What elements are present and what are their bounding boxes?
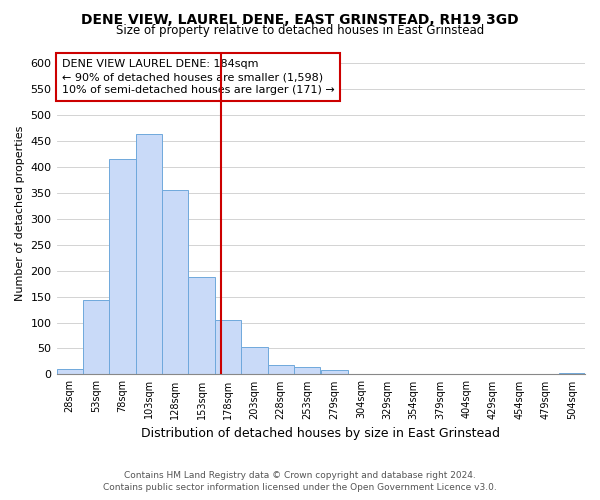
Bar — [56, 369, 83, 374]
Text: Contains HM Land Registry data © Crown copyright and database right 2024.
Contai: Contains HM Land Registry data © Crown c… — [103, 471, 497, 492]
Bar — [559, 373, 585, 374]
Bar — [109, 159, 136, 374]
Bar — [268, 365, 294, 374]
Bar — [162, 190, 188, 374]
Text: Size of property relative to detached houses in East Grinstead: Size of property relative to detached ho… — [116, 24, 484, 37]
Bar — [294, 367, 320, 374]
Bar — [321, 370, 347, 374]
X-axis label: Distribution of detached houses by size in East Grinstead: Distribution of detached houses by size … — [141, 427, 500, 440]
Text: DENE VIEW, LAUREL DENE, EAST GRINSTEAD, RH19 3GD: DENE VIEW, LAUREL DENE, EAST GRINSTEAD, … — [81, 12, 519, 26]
Bar — [215, 320, 241, 374]
Bar — [241, 347, 268, 374]
Bar — [188, 277, 215, 374]
Y-axis label: Number of detached properties: Number of detached properties — [15, 126, 25, 301]
Bar — [136, 134, 162, 374]
Bar — [83, 300, 109, 374]
Text: DENE VIEW LAUREL DENE: 184sqm
← 90% of detached houses are smaller (1,598)
10% o: DENE VIEW LAUREL DENE: 184sqm ← 90% of d… — [62, 59, 335, 96]
